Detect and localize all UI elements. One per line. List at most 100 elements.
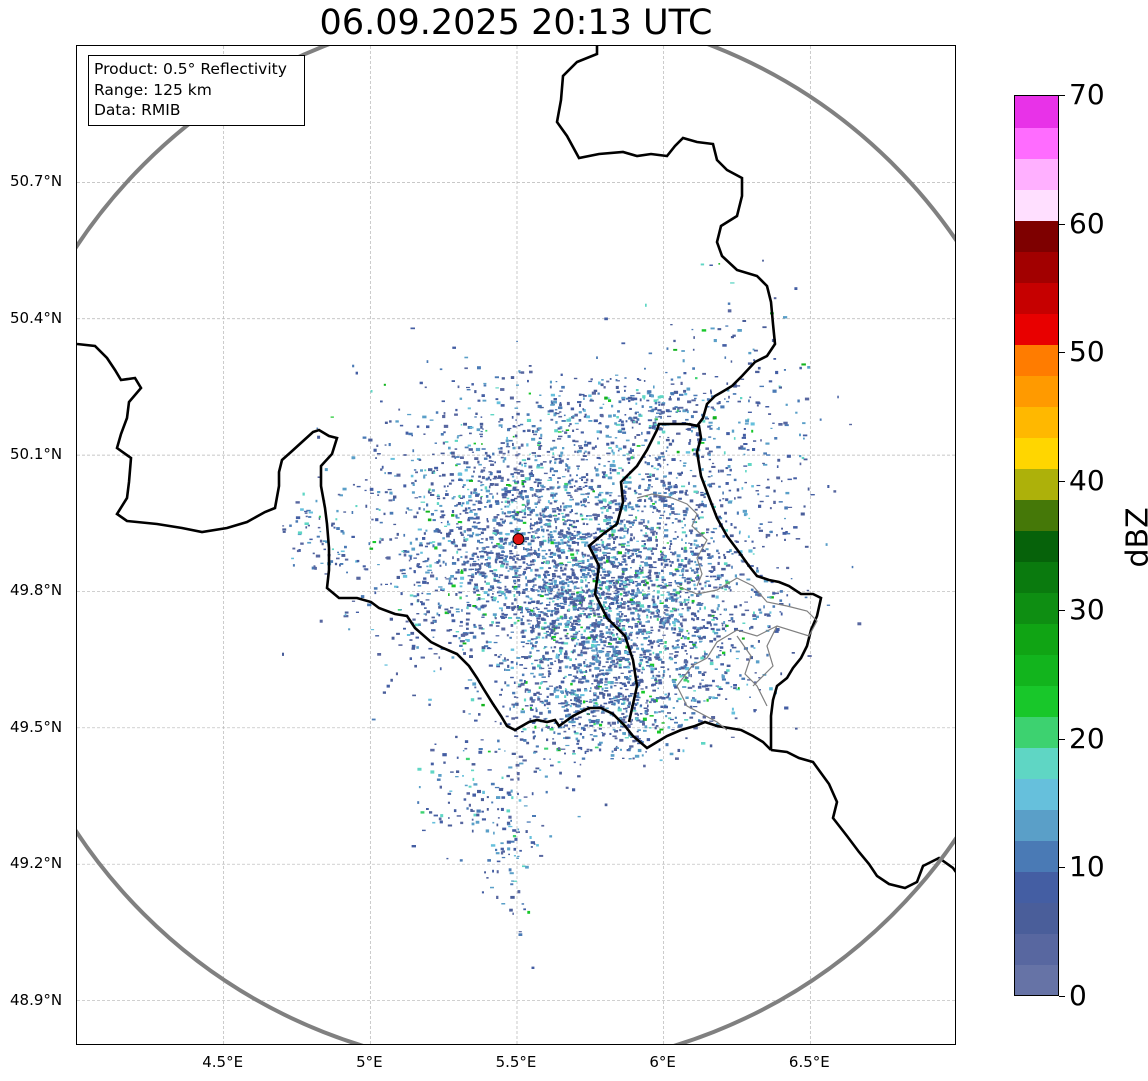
echo-pixel [494, 376, 499, 379]
echo-pixel [549, 534, 553, 537]
echo-pixel [672, 574, 675, 577]
echo-pixel [637, 684, 641, 687]
echo-pixel [567, 536, 569, 539]
echo-pixel [533, 481, 537, 484]
echo-pixel [555, 381, 558, 383]
echo-pixel [742, 622, 746, 624]
echo-pixel [559, 459, 564, 463]
echo-pixel [383, 512, 386, 516]
echo-pixel [406, 550, 410, 553]
echo-pixel [696, 603, 701, 606]
echo-pixel [660, 556, 664, 559]
echo-pixel [541, 667, 545, 670]
echo-pixel [522, 480, 527, 483]
echo-pixel [292, 564, 295, 567]
echo-pixel [535, 575, 538, 577]
echo-pixel [623, 591, 628, 594]
echo-pixel [529, 476, 531, 480]
echo-pixel [594, 572, 599, 576]
echo-pixel [644, 563, 649, 567]
echo-pixel [580, 570, 583, 573]
echo-pixel [539, 542, 542, 546]
echo-pixel [584, 444, 587, 446]
echo-pixel [516, 576, 521, 578]
echo-pixel [573, 634, 578, 636]
echo-pixel [621, 682, 626, 686]
echo-pixel [468, 507, 471, 510]
echo-pixel [547, 664, 550, 667]
echo-pixel [615, 581, 619, 585]
echo-pixel [568, 547, 571, 550]
echo-pixel [451, 510, 455, 514]
echo-pixel [521, 731, 524, 733]
echo-pixel [672, 537, 677, 540]
echo-pixel [613, 540, 615, 544]
radar-map[interactable] [76, 45, 956, 1045]
echo-pixel [455, 593, 458, 596]
echo-pixel [543, 718, 547, 720]
echo-pixel [572, 750, 575, 753]
echo-pixel [654, 678, 657, 681]
echo-pixel [511, 494, 514, 496]
echo-pixel [676, 644, 679, 646]
echo-pixel [550, 467, 554, 471]
echo-pixel [712, 617, 718, 619]
echo-pixel [521, 555, 525, 558]
echo-pixel [549, 486, 553, 488]
echo-pixel [494, 720, 497, 723]
echo-pixel [624, 581, 627, 583]
echo-pixel [441, 514, 446, 516]
echo-pixel [474, 719, 478, 722]
echo-pixel [541, 702, 545, 704]
echo-pixel [477, 460, 480, 464]
echo-pixel [491, 460, 494, 462]
echo-pixel [569, 580, 572, 583]
echo-pixel [477, 597, 481, 601]
echo-pixel [641, 690, 645, 694]
echo-pixel [598, 500, 603, 504]
echo-pixel [665, 558, 670, 561]
echo-pixel [557, 626, 560, 629]
echo-pixel [604, 677, 608, 681]
echo-pixel [607, 560, 611, 563]
echo-pixel [694, 587, 697, 590]
echo-pixel [481, 443, 483, 445]
echo-pixel [416, 646, 419, 649]
echo-pixel [445, 490, 448, 492]
echo-pixel [409, 594, 414, 597]
echo-pixel [555, 619, 560, 621]
echo-pixel [779, 611, 782, 613]
echo-pixel [692, 642, 696, 646]
echo-pixel [475, 589, 480, 592]
echo-pixel [499, 418, 504, 421]
echo-pixel [661, 455, 665, 458]
echo-pixel [530, 539, 535, 543]
echo-pixel [643, 653, 646, 656]
echo-pixel [509, 555, 512, 558]
echo-pixel [506, 465, 510, 468]
echo-pixel [451, 613, 454, 617]
echo-pixel [733, 684, 737, 687]
echo-pixel [537, 698, 541, 701]
echo-pixel [556, 604, 561, 608]
echo-pixel [475, 500, 478, 503]
echo-pixel [736, 511, 739, 515]
echo-pixel [613, 652, 616, 656]
echo-pixel [539, 445, 543, 447]
echo-pixel [456, 526, 460, 528]
echo-pixel [783, 369, 786, 371]
echo-pixel [477, 533, 481, 536]
echo-pixel [566, 544, 571, 547]
echo-pixel [473, 488, 476, 492]
echo-pixel [461, 563, 466, 566]
echo-pixel [409, 567, 412, 570]
echo-pixel [538, 447, 542, 450]
echo-pixel [765, 533, 771, 537]
echo-pixel [639, 679, 644, 683]
echo-pixel [698, 590, 701, 594]
echo-pixel [630, 506, 634, 509]
echo-pixel [706, 698, 709, 702]
echo-pixel [546, 529, 549, 532]
echo-pixel [655, 682, 658, 684]
echo-pixel [464, 512, 469, 514]
